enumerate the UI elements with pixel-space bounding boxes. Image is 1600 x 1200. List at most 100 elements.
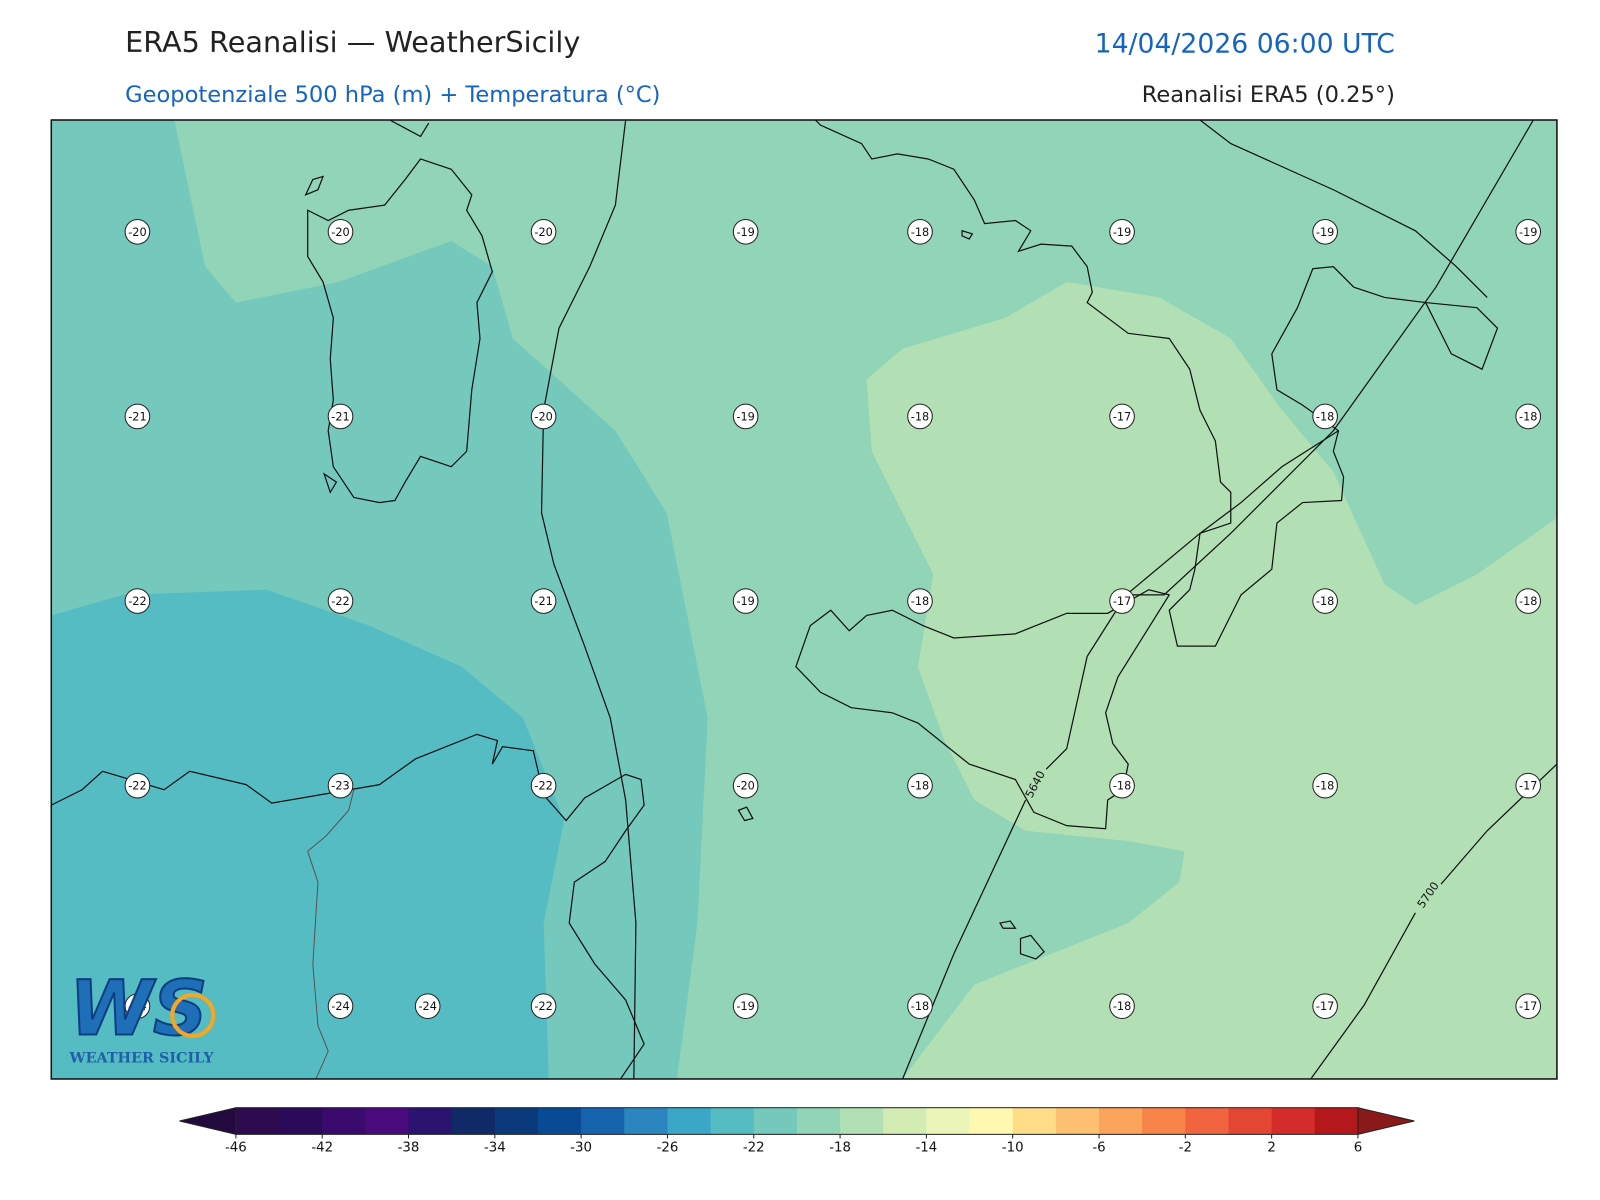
colorbar-tick-label: -46 (225, 1141, 247, 1156)
temperature-label: -17 (1316, 1000, 1334, 1013)
temperature-marker (327, 403, 354, 430)
colorbar-swatch (926, 1107, 971, 1135)
temperature-marker (907, 772, 933, 799)
map-area: -20 -20 -20 -19 -18 -19 -19 -19 -21 -21 -20 -19 -18 -… (51, 119, 1557, 1079)
colorbar-swatch (883, 1107, 927, 1135)
temperature-marker (732, 218, 759, 245)
colorbar-tick-label: 2 (1267, 1141, 1275, 1156)
temperature-label: -20 (331, 226, 349, 239)
colorbar-swatch (1142, 1107, 1186, 1135)
colorbar-swatch (1055, 1107, 1100, 1135)
temperature-label: -17 (1113, 410, 1131, 423)
logo-name: WEATHER SICILY (69, 1050, 215, 1066)
temperature-marker (124, 218, 151, 245)
logo-sun (170, 992, 216, 1038)
temperature-marker (327, 772, 354, 799)
temperature-label: -17 (1113, 595, 1131, 608)
temperature-marker (1515, 772, 1542, 799)
colorbar-swatch (1012, 1107, 1057, 1135)
temperature-label: -19 (736, 595, 754, 608)
temperature-label: -18 (911, 595, 929, 608)
temperature-label: -18 (1113, 1000, 1131, 1013)
temperature-marker (1515, 218, 1542, 245)
temperature-marker (530, 403, 557, 430)
colorbar-swatch (537, 1107, 582, 1135)
temperature-marker (1109, 218, 1135, 245)
temperature-label: -17 (1519, 780, 1537, 793)
logo: WS WEATHER SICILY (68, 963, 216, 1066)
temperature-marker (907, 588, 933, 614)
temperature-label: -22 (331, 595, 349, 608)
temperature-label: -18 (1519, 410, 1537, 423)
colorbar: -46 -42 -38 -34 -30 -26 -22 -18 -14 -10 -6 -2 2 6 (179, 1107, 1415, 1156)
temperature-marker (907, 993, 933, 1019)
temperature-marker (327, 588, 354, 614)
temperature-label: -22 (128, 780, 146, 793)
temperature-label: -20 (534, 226, 552, 239)
temperature-marker (1515, 993, 1542, 1019)
colorbar-tick-label: -22 (743, 1141, 765, 1156)
colorbar-swatch (753, 1107, 798, 1135)
colorbar-under (179, 1107, 237, 1136)
colorbar-tick-label: -42 (311, 1141, 333, 1156)
temperature-marker (530, 772, 557, 799)
temperature-marker (1312, 218, 1338, 245)
colorbar-swatch (365, 1107, 410, 1135)
colorbar-swatch (1314, 1107, 1359, 1135)
temperature-label: -21 (331, 410, 349, 423)
temperature-marker (907, 218, 933, 245)
temperature-label: -19 (1519, 226, 1537, 239)
logo-mark: WS (69, 964, 207, 1052)
colorbar-tick-label: 6 (1354, 1141, 1362, 1156)
datetime: 14/04/2026 06:00 UTC (1095, 29, 1395, 60)
temperature-label: -19 (736, 226, 754, 239)
colorbar-swatch (451, 1107, 496, 1135)
colorbar-swatch (408, 1107, 453, 1135)
colorbar-swatch (710, 1107, 755, 1135)
temperature-marker (124, 403, 151, 430)
temperature-label: -18 (911, 410, 929, 423)
temperature-label: -18 (1519, 595, 1537, 608)
temperature-label: -18 (911, 226, 929, 239)
colorbar-over (1357, 1107, 1415, 1136)
temperature-marker (530, 993, 557, 1019)
title: ERA5 Reanalisi — WeatherSicily (125, 25, 580, 59)
temperature-marker (732, 772, 759, 799)
temperature-marker (1312, 588, 1338, 614)
temperature-marker (1515, 588, 1542, 614)
temperature-label: -21 (534, 595, 552, 608)
subtitle: Geopotenziale 500 hPa (m) + Temperatura … (125, 82, 660, 108)
temperature-marker (124, 993, 151, 1019)
colorbar-swatch (1228, 1107, 1273, 1135)
temperature-marker (1109, 403, 1135, 430)
temperature-marker (1109, 993, 1135, 1019)
temperature-label: -20 (128, 226, 146, 239)
colorbar-frame (235, 1107, 1359, 1135)
temperature-label: -22 (534, 1000, 552, 1013)
colorbar-tick-label: -6 (1092, 1141, 1105, 1156)
temperature-marker (732, 588, 759, 614)
temperature-label: -22 (534, 780, 552, 793)
temperature-marker (530, 218, 557, 245)
temperature-label: -20 (534, 410, 552, 423)
colorbar-swatch (279, 1107, 323, 1135)
temperature-label: -21 (128, 410, 146, 423)
colorbar-swatch (840, 1107, 884, 1135)
colorbar-swatch (1099, 1107, 1143, 1135)
temperature-label: -24 (331, 1000, 349, 1013)
temperature-marker (530, 588, 557, 614)
temperature-label: -18 (1316, 780, 1334, 793)
colorbar-swatch (969, 1107, 1014, 1135)
border (307, 789, 355, 852)
border (307, 851, 329, 1079)
colorbar-swatch (1271, 1107, 1316, 1135)
temperature-marker (1312, 993, 1338, 1019)
colorbar-swatch (581, 1107, 625, 1135)
colorbar-swatch (494, 1107, 539, 1135)
temperature-label: -19 (736, 1000, 754, 1013)
colorbar-tick-label: -18 (829, 1141, 851, 1156)
temperature-label: -22 (128, 595, 146, 608)
temperature-marker (1312, 772, 1338, 799)
colorbar-tick-label: -38 (398, 1141, 420, 1156)
